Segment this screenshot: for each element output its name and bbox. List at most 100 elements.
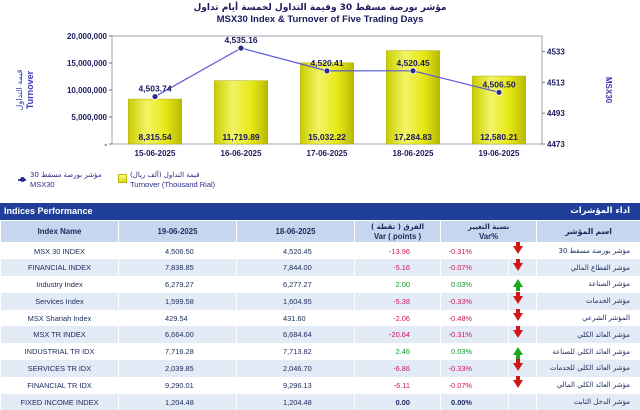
direction-cell bbox=[507, 309, 538, 327]
value-date-2-cell: 431.60 bbox=[283, 313, 306, 323]
var-percent-cell: -0.31% bbox=[448, 246, 472, 256]
index-name-ar-cell: مؤشر القطاع المالي bbox=[536, 259, 640, 277]
direction-cell bbox=[507, 276, 538, 293]
value-date-2-cell: 2,046.70 bbox=[283, 363, 312, 373]
index-name-cell-wrap: MSX TR INDEX bbox=[0, 326, 119, 344]
msx30-point-label: 4,503.74 bbox=[138, 84, 171, 94]
arrow-down-icon bbox=[513, 325, 523, 338]
legend-line: مؤشر بورصة مسقط 30 MSX30 bbox=[18, 171, 128, 189]
turnover-bar bbox=[214, 80, 268, 145]
value-date-2-cell-wrap: 7,844.00 bbox=[236, 259, 355, 277]
index-name-cell: FIXED INCOME INDEX bbox=[20, 397, 99, 407]
direction-cell bbox=[507, 292, 538, 310]
var-points-cell: -2.06 bbox=[393, 313, 410, 323]
index-name-ar-cell: مؤشر الخدمات bbox=[536, 292, 640, 310]
table-title-bar: Indices Performance اداء المؤشرات bbox=[0, 203, 640, 220]
value-date-2-cell: 6,277.27 bbox=[283, 279, 312, 289]
var-points-cell: 2.46 bbox=[395, 347, 410, 357]
left-axis-title: Turnover bbox=[25, 70, 35, 109]
value-date-2-cell-wrap: 4,520.45 bbox=[236, 242, 355, 260]
left-axis-tick-label: 10,000,000 bbox=[67, 86, 108, 95]
msx30-point bbox=[409, 67, 417, 75]
turnover-bar-label: 8,315.54 bbox=[138, 132, 171, 142]
table-row: MSX TR INDEX 6,664.00 6,684.64 -20.64 -0.31%… bbox=[0, 325, 640, 344]
index-name-cell: MSX 30 INDEX bbox=[34, 246, 85, 256]
var-points-cell-wrap: -2.06 bbox=[354, 309, 441, 327]
left-axis-tick-label: - bbox=[104, 140, 107, 149]
legend-bar-swatch bbox=[118, 174, 127, 183]
header-var-percent-ar: نسبة التغيير bbox=[467, 222, 510, 231]
turnover-bar-label: 17,284.83 bbox=[394, 132, 432, 142]
value-date-1-cell: 6,664.00 bbox=[165, 330, 194, 340]
index-name-ar-cell: مؤشر الدخل الثابت bbox=[536, 393, 640, 410]
value-date-2-cell-wrap: 9,296.13 bbox=[236, 376, 355, 394]
table-row: SERVICES TR IDX 2,039.85 2,046.70 -6.86 -0.3… bbox=[0, 359, 640, 377]
msx30-point bbox=[237, 44, 245, 52]
var-points-cell-wrap: -5.38 bbox=[354, 292, 441, 310]
var-percent-cell-wrap: 0.03% bbox=[440, 343, 509, 361]
var-percent-cell: -0.31% bbox=[448, 330, 472, 340]
var-percent-cell-wrap: -0.31% bbox=[440, 242, 509, 260]
value-date-2-cell-wrap: 6,684.64 bbox=[236, 326, 355, 344]
direction-cell bbox=[507, 325, 538, 344]
turnover-bar-label: 15,032.22 bbox=[308, 132, 346, 142]
direction-cell bbox=[507, 359, 538, 377]
x-axis-tick-label: 18-06-2025 bbox=[393, 149, 434, 158]
var-points-cell: -20.64 bbox=[389, 330, 410, 340]
direction-cell bbox=[507, 258, 538, 277]
msx30-point bbox=[495, 88, 503, 96]
direction-cell bbox=[507, 376, 538, 394]
table-row: FIXED INCOME INDEX 1,204.48 1,204.48 0.00 0.… bbox=[0, 393, 640, 410]
var-points-cell: -6.11 bbox=[393, 380, 410, 390]
value-date-1-cell: 9,290.01 bbox=[165, 380, 194, 390]
table-row: MSX 30 INDEX 4,506.50 4,520.45 -13.96 -0.31%… bbox=[0, 242, 640, 260]
index-name-ar-cell: مؤشر العائد الكلي bbox=[536, 326, 640, 344]
direction-cell bbox=[507, 343, 538, 361]
value-date-2-cell-wrap: 431.60 bbox=[236, 309, 355, 327]
direction-cell bbox=[507, 242, 538, 260]
index-name-cell: INDUSTRIAL TR IDX bbox=[24, 347, 95, 357]
value-date-1-cell: 1,204.48 bbox=[165, 397, 194, 407]
value-date-2-cell: 4,520.45 bbox=[283, 246, 312, 256]
left-axis-tick-label: 15,000,000 bbox=[67, 59, 108, 68]
value-date-1-cell-wrap: 429.54 bbox=[118, 309, 237, 327]
var-points-cell-wrap: -20.64 bbox=[354, 326, 441, 344]
index-name-cell: MSX TR INDEX bbox=[33, 330, 86, 340]
index-name-cell: FINANCIAL INDEX bbox=[28, 263, 91, 273]
value-date-1-cell: 6,279.27 bbox=[165, 279, 194, 289]
turnover-bar-label: 11,719.89 bbox=[222, 132, 260, 142]
var-percent-cell-wrap: -0.07% bbox=[440, 376, 509, 394]
value-date-2-cell: 1,204.48 bbox=[283, 397, 312, 407]
table-row: FINANCIAL INDEX 7,838.85 7,844.00 -5.16 -0.0… bbox=[0, 258, 640, 277]
arrow-down-icon bbox=[513, 359, 523, 372]
var-percent-cell: -0.33% bbox=[448, 363, 472, 373]
arrow-down-icon bbox=[513, 292, 523, 305]
table-row: MSX Shariah Index 429.54 431.60 -2.06 -0.48%… bbox=[0, 309, 640, 327]
value-date-2-cell: 9,296.13 bbox=[283, 380, 312, 390]
var-points-cell-wrap: -13.96 bbox=[354, 242, 441, 260]
value-date-2-cell: 7,844.00 bbox=[283, 263, 312, 273]
direction-cell bbox=[507, 393, 538, 410]
chart-title: MSX30 Index & Turnover of Five Trading D… bbox=[216, 14, 424, 25]
table-title-arabic: اداء المؤشرات bbox=[570, 206, 630, 216]
arrow-up-icon bbox=[513, 279, 523, 292]
index-name-cell-wrap: FINANCIAL TR IDX bbox=[0, 376, 119, 394]
var-percent-cell: -0.07% bbox=[448, 263, 472, 273]
chart-area: مؤشر بورصة مسقط 30 وقيمة التداول لخمسة أ… bbox=[0, 0, 640, 200]
value-date-1-cell: 7,838.85 bbox=[165, 263, 194, 273]
var-percent-cell: -0.07% bbox=[448, 380, 472, 390]
index-name-ar-cell: مؤشر العائد الكلي للخدمات bbox=[536, 360, 640, 377]
table-title: Indices Performance bbox=[4, 206, 93, 216]
var-percent-cell: 0.03% bbox=[451, 279, 472, 289]
var-points-cell: 0.00 bbox=[395, 397, 410, 407]
msx30-point-label: 4,506.50 bbox=[482, 79, 515, 89]
header-var-percent: نسبة التغيير Var% bbox=[439, 220, 538, 243]
turnover-bar bbox=[128, 98, 182, 145]
msx30-point-label: 4,520.45 bbox=[396, 58, 429, 68]
index-name-cell: FINANCIAL TR IDX bbox=[27, 380, 92, 390]
indices-performance-panel: Indices Performance اداء المؤشرات Index … bbox=[0, 203, 640, 410]
index-name-ar-cell: مؤشر بورصة مسقط 30 bbox=[536, 242, 640, 260]
var-points-cell-wrap: 2.46 bbox=[354, 343, 441, 361]
value-date-1-cell-wrap: 7,716.28 bbox=[118, 343, 237, 361]
header-var-points-ar: الفرق ( نقطة ) bbox=[370, 222, 425, 231]
